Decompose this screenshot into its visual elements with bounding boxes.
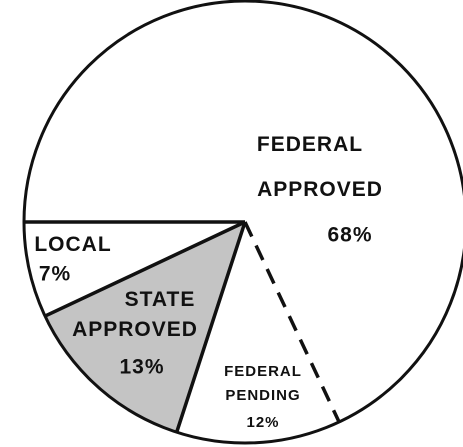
- pie-slice: [24, 1, 463, 422]
- slice-label-line: APPROVED: [257, 178, 383, 201]
- slice-label-line: PENDING: [225, 387, 300, 404]
- slice-label-line: APPROVED: [72, 318, 198, 341]
- slice-edge: [175, 221, 247, 433]
- pie-slice: [45, 222, 246, 433]
- slice-edge: [44, 220, 246, 318]
- slice-label-line: FEDERAL: [257, 133, 363, 156]
- slice-label: STATE APPROVED: [72, 288, 198, 341]
- slice-value-label: 13%: [119, 356, 164, 379]
- slice-value-label: 12%: [246, 414, 279, 431]
- slice-label: FEDERAL APPROVED: [257, 133, 383, 201]
- slice-value-label: 68%: [327, 224, 372, 247]
- slice-edge: [243, 221, 341, 423]
- slice-label: FEDERAL PENDING: [224, 363, 302, 404]
- slice-value-label: 7%: [39, 263, 71, 286]
- slice-label-line: STATE: [125, 288, 196, 311]
- slice-label-line: LOCAL: [34, 233, 111, 256]
- slice-label: LOCAL: [34, 233, 111, 256]
- pie-slice: [176, 222, 340, 443]
- pie-slice: [24, 222, 245, 317]
- slice-label-line: FEDERAL: [224, 363, 302, 380]
